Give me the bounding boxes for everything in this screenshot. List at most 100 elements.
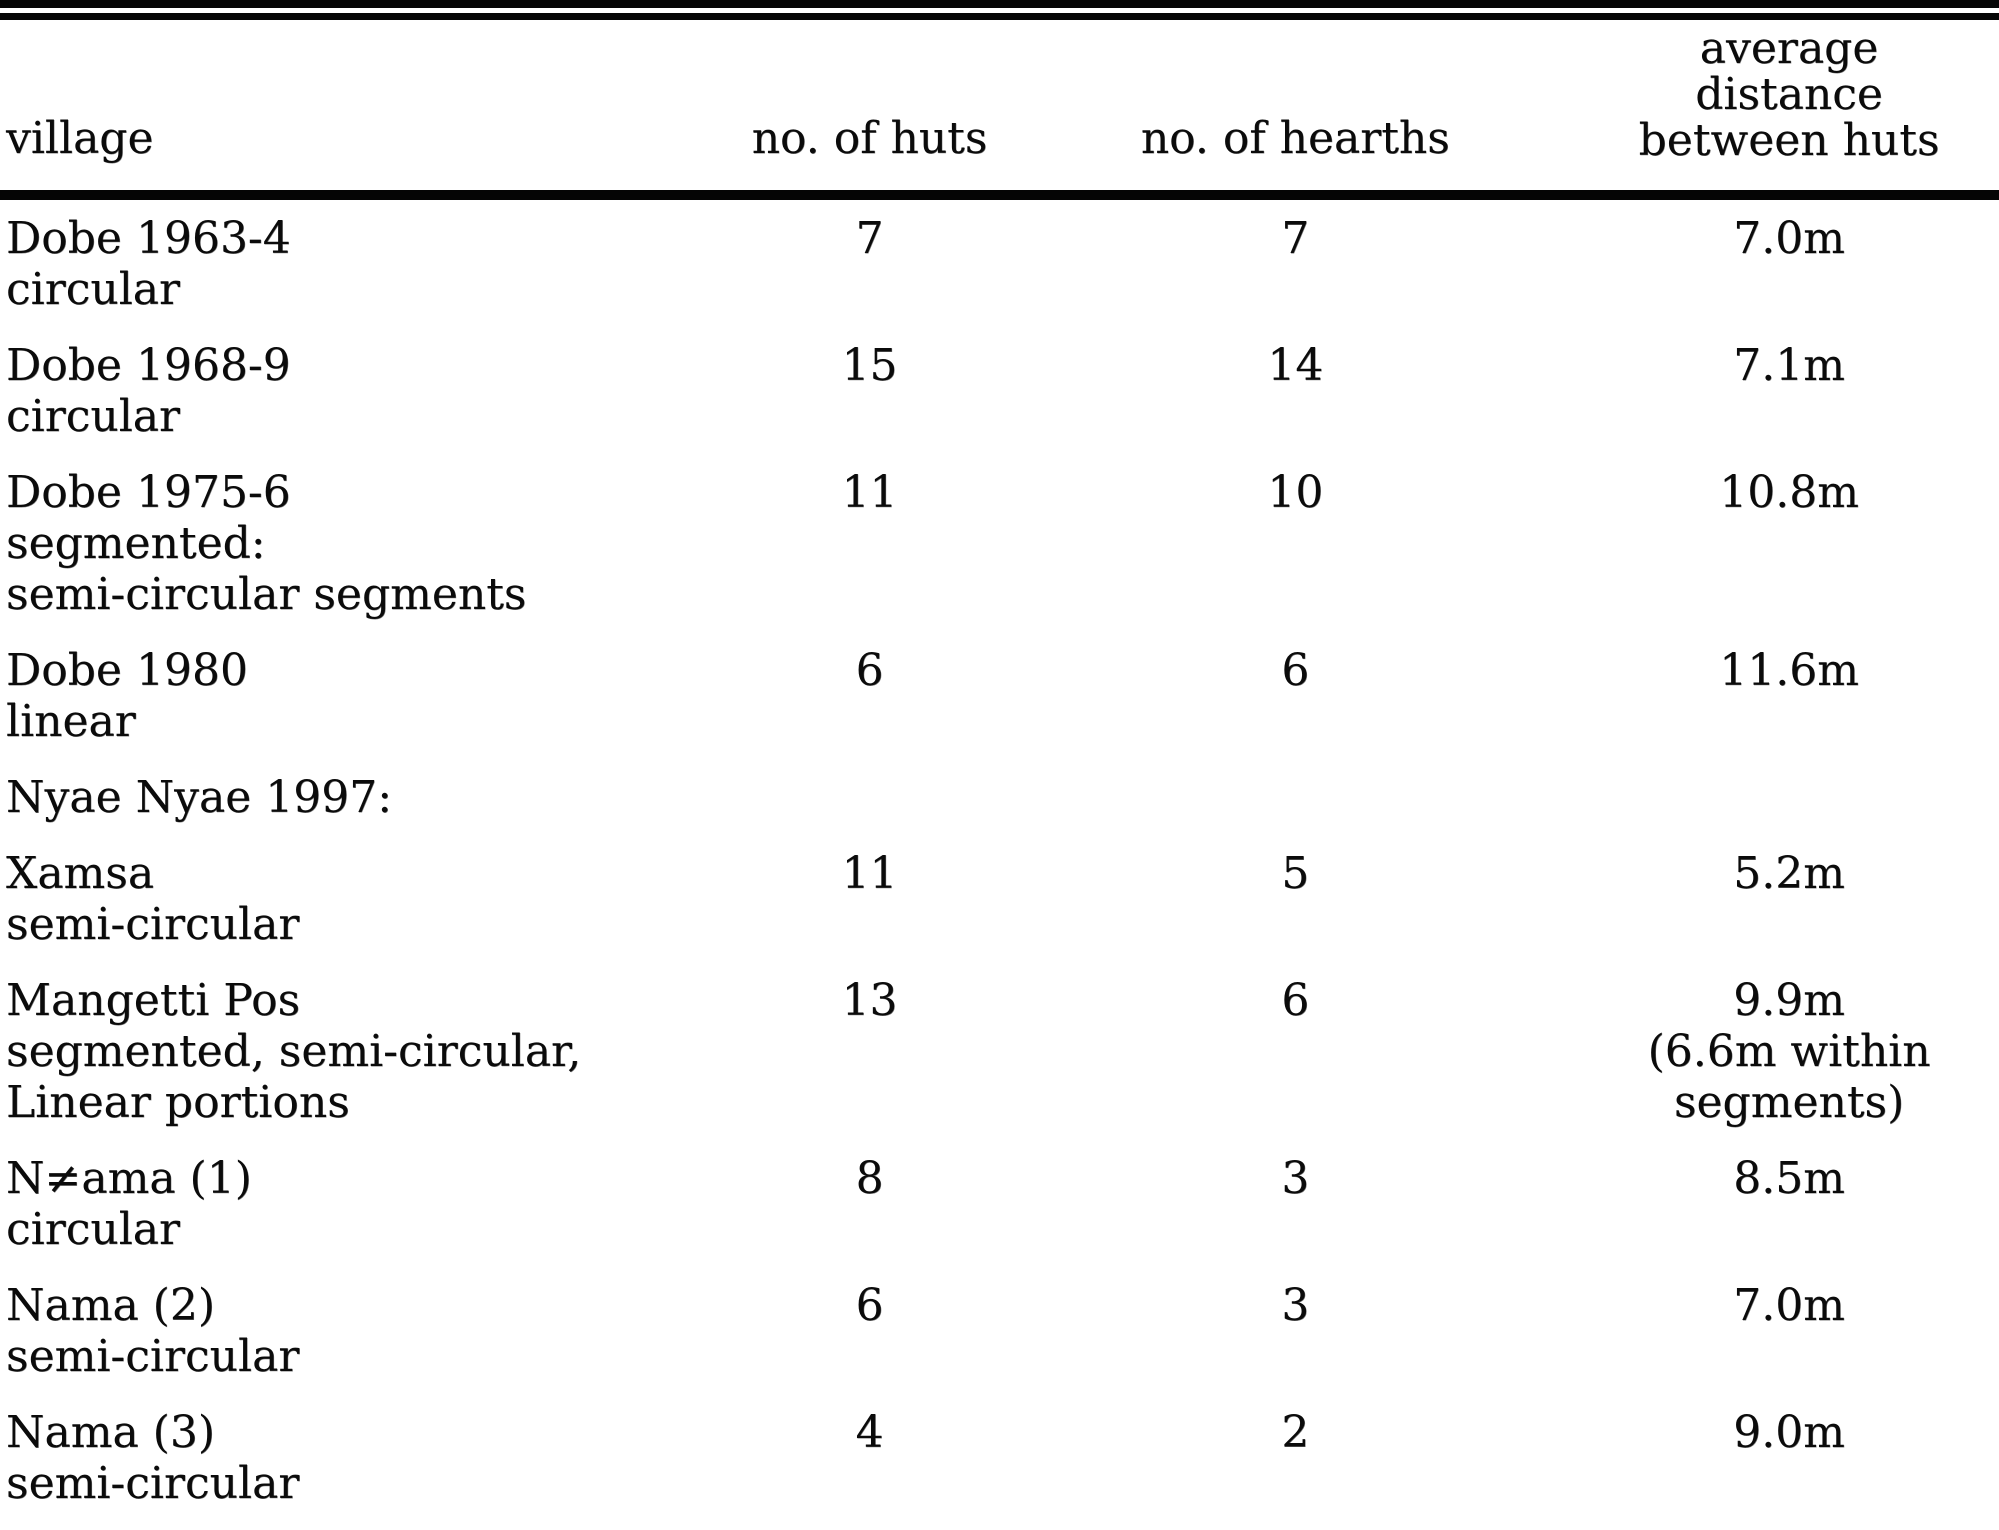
huts-cell: 4 — [728, 1382, 1012, 1509]
cell-line: 15 — [841, 340, 898, 391]
village-cell: Nyae Nyae 1997: — [0, 747, 728, 823]
huts-cell: 6 — [728, 1255, 1012, 1382]
column-header-label: no. of hearths — [1140, 113, 1450, 164]
cell-line: circular — [6, 1204, 181, 1255]
cell-line: 2 — [1281, 1407, 1310, 1458]
village-cell: Nama (3) semi-circular — [0, 1382, 728, 1509]
cell-line: 8.5m — [1733, 1153, 1845, 1204]
cell-line: 5.2m — [1733, 848, 1845, 899]
table-row: Nama (3) semi-circular 4 2 9.0m — [0, 1382, 1999, 1509]
hearths-cell: 5 — [1011, 823, 1579, 950]
cell-line: Dobe 1963-4 — [6, 213, 291, 264]
cell-line: (6.6m within — [1647, 1026, 1931, 1077]
cell-line: 9.9m — [1733, 975, 1845, 1026]
village-cell: Dobe 1975-6 segmented: semi-circular segme… — [0, 442, 728, 620]
table-row: Dobe 1963-4 circular 7 7 7.0m — [0, 195, 1999, 315]
village-cell: Xamsa semi-circular — [0, 823, 728, 950]
cell-line: 5 — [1281, 848, 1310, 899]
cell-line: 7.0m — [1733, 213, 1845, 264]
cell-line: 3 — [1281, 1280, 1310, 1331]
cell-line: 11 — [841, 467, 898, 518]
cell-line: Mangetti Pos — [6, 975, 301, 1026]
column-header-distance: average distance between huts — [1579, 20, 1999, 200]
cell-line: 6 — [855, 1280, 884, 1331]
cell-line: semi-circular — [6, 899, 300, 950]
distance-cell — [1579, 747, 1999, 823]
column-header-label-line: between huts — [1638, 115, 1940, 166]
cell-line: semi-circular — [6, 1331, 300, 1382]
table-header-row: village no. of huts no. of hearths avera… — [0, 20, 1999, 200]
cell-line: 6 — [1281, 975, 1310, 1026]
village-cell: Dobe 1980 linear — [0, 620, 728, 747]
column-header-village: village — [0, 20, 728, 200]
huts-cell: 8 — [728, 1128, 1012, 1255]
cell-line: Dobe 1975-6 — [6, 467, 291, 518]
cell-line: segmented: — [6, 518, 266, 569]
cell-line: 14 — [1267, 340, 1324, 391]
table-row: Mangetti Pos segmented, semi-circular, Lin… — [0, 950, 1999, 1128]
hearths-cell: 2 — [1011, 1382, 1579, 1509]
distance-cell: 8.5m — [1579, 1128, 1999, 1255]
distance-cell: 7.1m — [1579, 315, 1999, 442]
cell-line: 6 — [855, 645, 884, 696]
cell-line: semi-circular — [6, 1458, 300, 1509]
huts-cell: 11 — [728, 823, 1012, 950]
distance-cell: 10.8m — [1579, 442, 1999, 620]
village-cell: Mangetti Pos segmented, semi-circular, Lin… — [0, 950, 728, 1128]
cell-line: Nyae Nyae 1997: — [6, 772, 393, 823]
cell-line: N≠ama (1) — [6, 1153, 252, 1204]
village-cell: N≠ama (1) circular — [0, 1128, 728, 1255]
table-row: Dobe 1975-6 segmented: semi-circular segme… — [0, 442, 1999, 620]
distance-cell: 9.9m (6.6m within segments) — [1579, 950, 1999, 1128]
distance-cell: 5.2m — [1579, 823, 1999, 950]
cell-line: 4 — [855, 1407, 884, 1458]
column-header-hearths: no. of hearths — [1011, 20, 1580, 200]
column-header-huts: no. of huts — [727, 20, 1012, 200]
cell-line: 7 — [1281, 213, 1310, 264]
huts-cell: 7 — [728, 195, 1012, 315]
column-header-label-line: distance — [1695, 69, 1883, 120]
cell-line: 3 — [1281, 1153, 1310, 1204]
cell-line: 9.0m — [1733, 1407, 1845, 1458]
table-row: Xamsa semi-circular 11 5 5.2m — [0, 823, 1999, 950]
table-row: Nama (2) semi-circular 6 3 7.0m — [0, 1255, 1999, 1382]
cell-line: 10.8m — [1719, 467, 1859, 518]
table-row: N≠ama (1) circular 8 3 8.5m — [0, 1128, 1999, 1255]
huts-cell: 6 — [728, 620, 1012, 747]
cell-line: Dobe 1968-9 — [6, 340, 291, 391]
cell-line: linear — [6, 696, 136, 747]
top-rule-upper — [0, 0, 1999, 8]
hearths-cell: 7 — [1011, 195, 1579, 315]
village-table: village no. of huts no. of hearths avera… — [0, 20, 1999, 1509]
cell-line: 11.6m — [1719, 645, 1859, 696]
table-row: Dobe 1980 linear 6 6 11.6m — [0, 620, 1999, 747]
huts-cell: 13 — [728, 950, 1012, 1128]
hearths-cell: 3 — [1011, 1255, 1579, 1382]
cell-line: 7 — [855, 213, 884, 264]
table-header: village no. of huts no. of hearths avera… — [0, 20, 1999, 200]
column-header-label-line: average — [1699, 23, 1879, 74]
cell-line: circular — [6, 264, 181, 315]
table-row: Dobe 1968-9 circular 15 14 7.1m — [0, 315, 1999, 442]
distance-cell: 9.0m — [1579, 1382, 1999, 1509]
hearths-cell: 10 — [1011, 442, 1579, 620]
hearths-cell: 14 — [1011, 315, 1579, 442]
cell-line: circular — [6, 391, 181, 442]
column-header-label: village — [6, 113, 154, 164]
cell-line: 8 — [855, 1153, 884, 1204]
village-cell: Nama (2) semi-circular — [0, 1255, 728, 1382]
distance-cell: 7.0m — [1579, 195, 1999, 315]
village-cell: Dobe 1968-9 circular — [0, 315, 728, 442]
distance-cell: 7.0m — [1579, 1255, 1999, 1382]
hearths-cell: 3 — [1011, 1128, 1579, 1255]
cell-line: Nama (2) — [6, 1280, 215, 1331]
column-header-label: no. of huts — [751, 113, 988, 164]
hearths-cell: 6 — [1011, 950, 1579, 1128]
village-cell: Dobe 1963-4 circular — [0, 195, 728, 315]
cell-line: 10 — [1267, 467, 1324, 518]
huts-cell — [728, 747, 1012, 823]
cell-line: semi-circular segments — [6, 569, 527, 620]
cell-line: Dobe 1980 — [6, 645, 248, 696]
cell-line: segmented, semi-circular, — [6, 1026, 582, 1077]
